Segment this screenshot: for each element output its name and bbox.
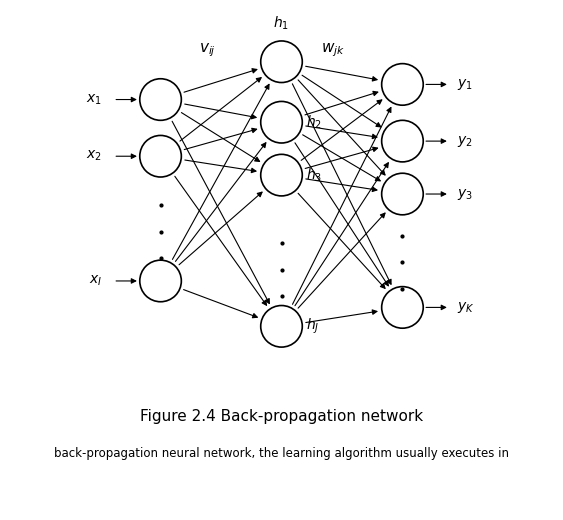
Text: $y_3$: $y_3$: [457, 187, 473, 202]
Text: $v_{ij}$: $v_{ij}$: [199, 42, 216, 59]
Text: $x_1$: $x_1$: [86, 93, 102, 107]
Circle shape: [261, 154, 302, 196]
Circle shape: [140, 79, 181, 120]
Text: $y_2$: $y_2$: [457, 134, 473, 149]
Text: $x_I$: $x_I$: [89, 274, 102, 288]
Text: $h_3$: $h_3$: [306, 166, 322, 184]
Text: $w_{jk}$: $w_{jk}$: [320, 42, 345, 59]
Text: $x_2$: $x_2$: [86, 149, 102, 163]
Circle shape: [261, 41, 302, 83]
Circle shape: [261, 101, 302, 143]
Circle shape: [140, 260, 181, 302]
Circle shape: [382, 287, 423, 328]
Text: back-propagation neural network, the learning algorithm usually executes in: back-propagation neural network, the lea…: [54, 447, 509, 460]
Circle shape: [382, 120, 423, 162]
Text: Figure 2.4 Back-propagation network: Figure 2.4 Back-propagation network: [140, 409, 423, 424]
Text: $y_K$: $y_K$: [457, 300, 475, 315]
Circle shape: [140, 135, 181, 177]
Circle shape: [382, 63, 423, 105]
Text: $y_1$: $y_1$: [457, 77, 473, 92]
Text: $h_J$: $h_J$: [306, 317, 319, 336]
Circle shape: [261, 306, 302, 347]
Circle shape: [382, 173, 423, 215]
Text: $h_2$: $h_2$: [306, 113, 322, 131]
Text: $h_1$: $h_1$: [274, 14, 289, 32]
